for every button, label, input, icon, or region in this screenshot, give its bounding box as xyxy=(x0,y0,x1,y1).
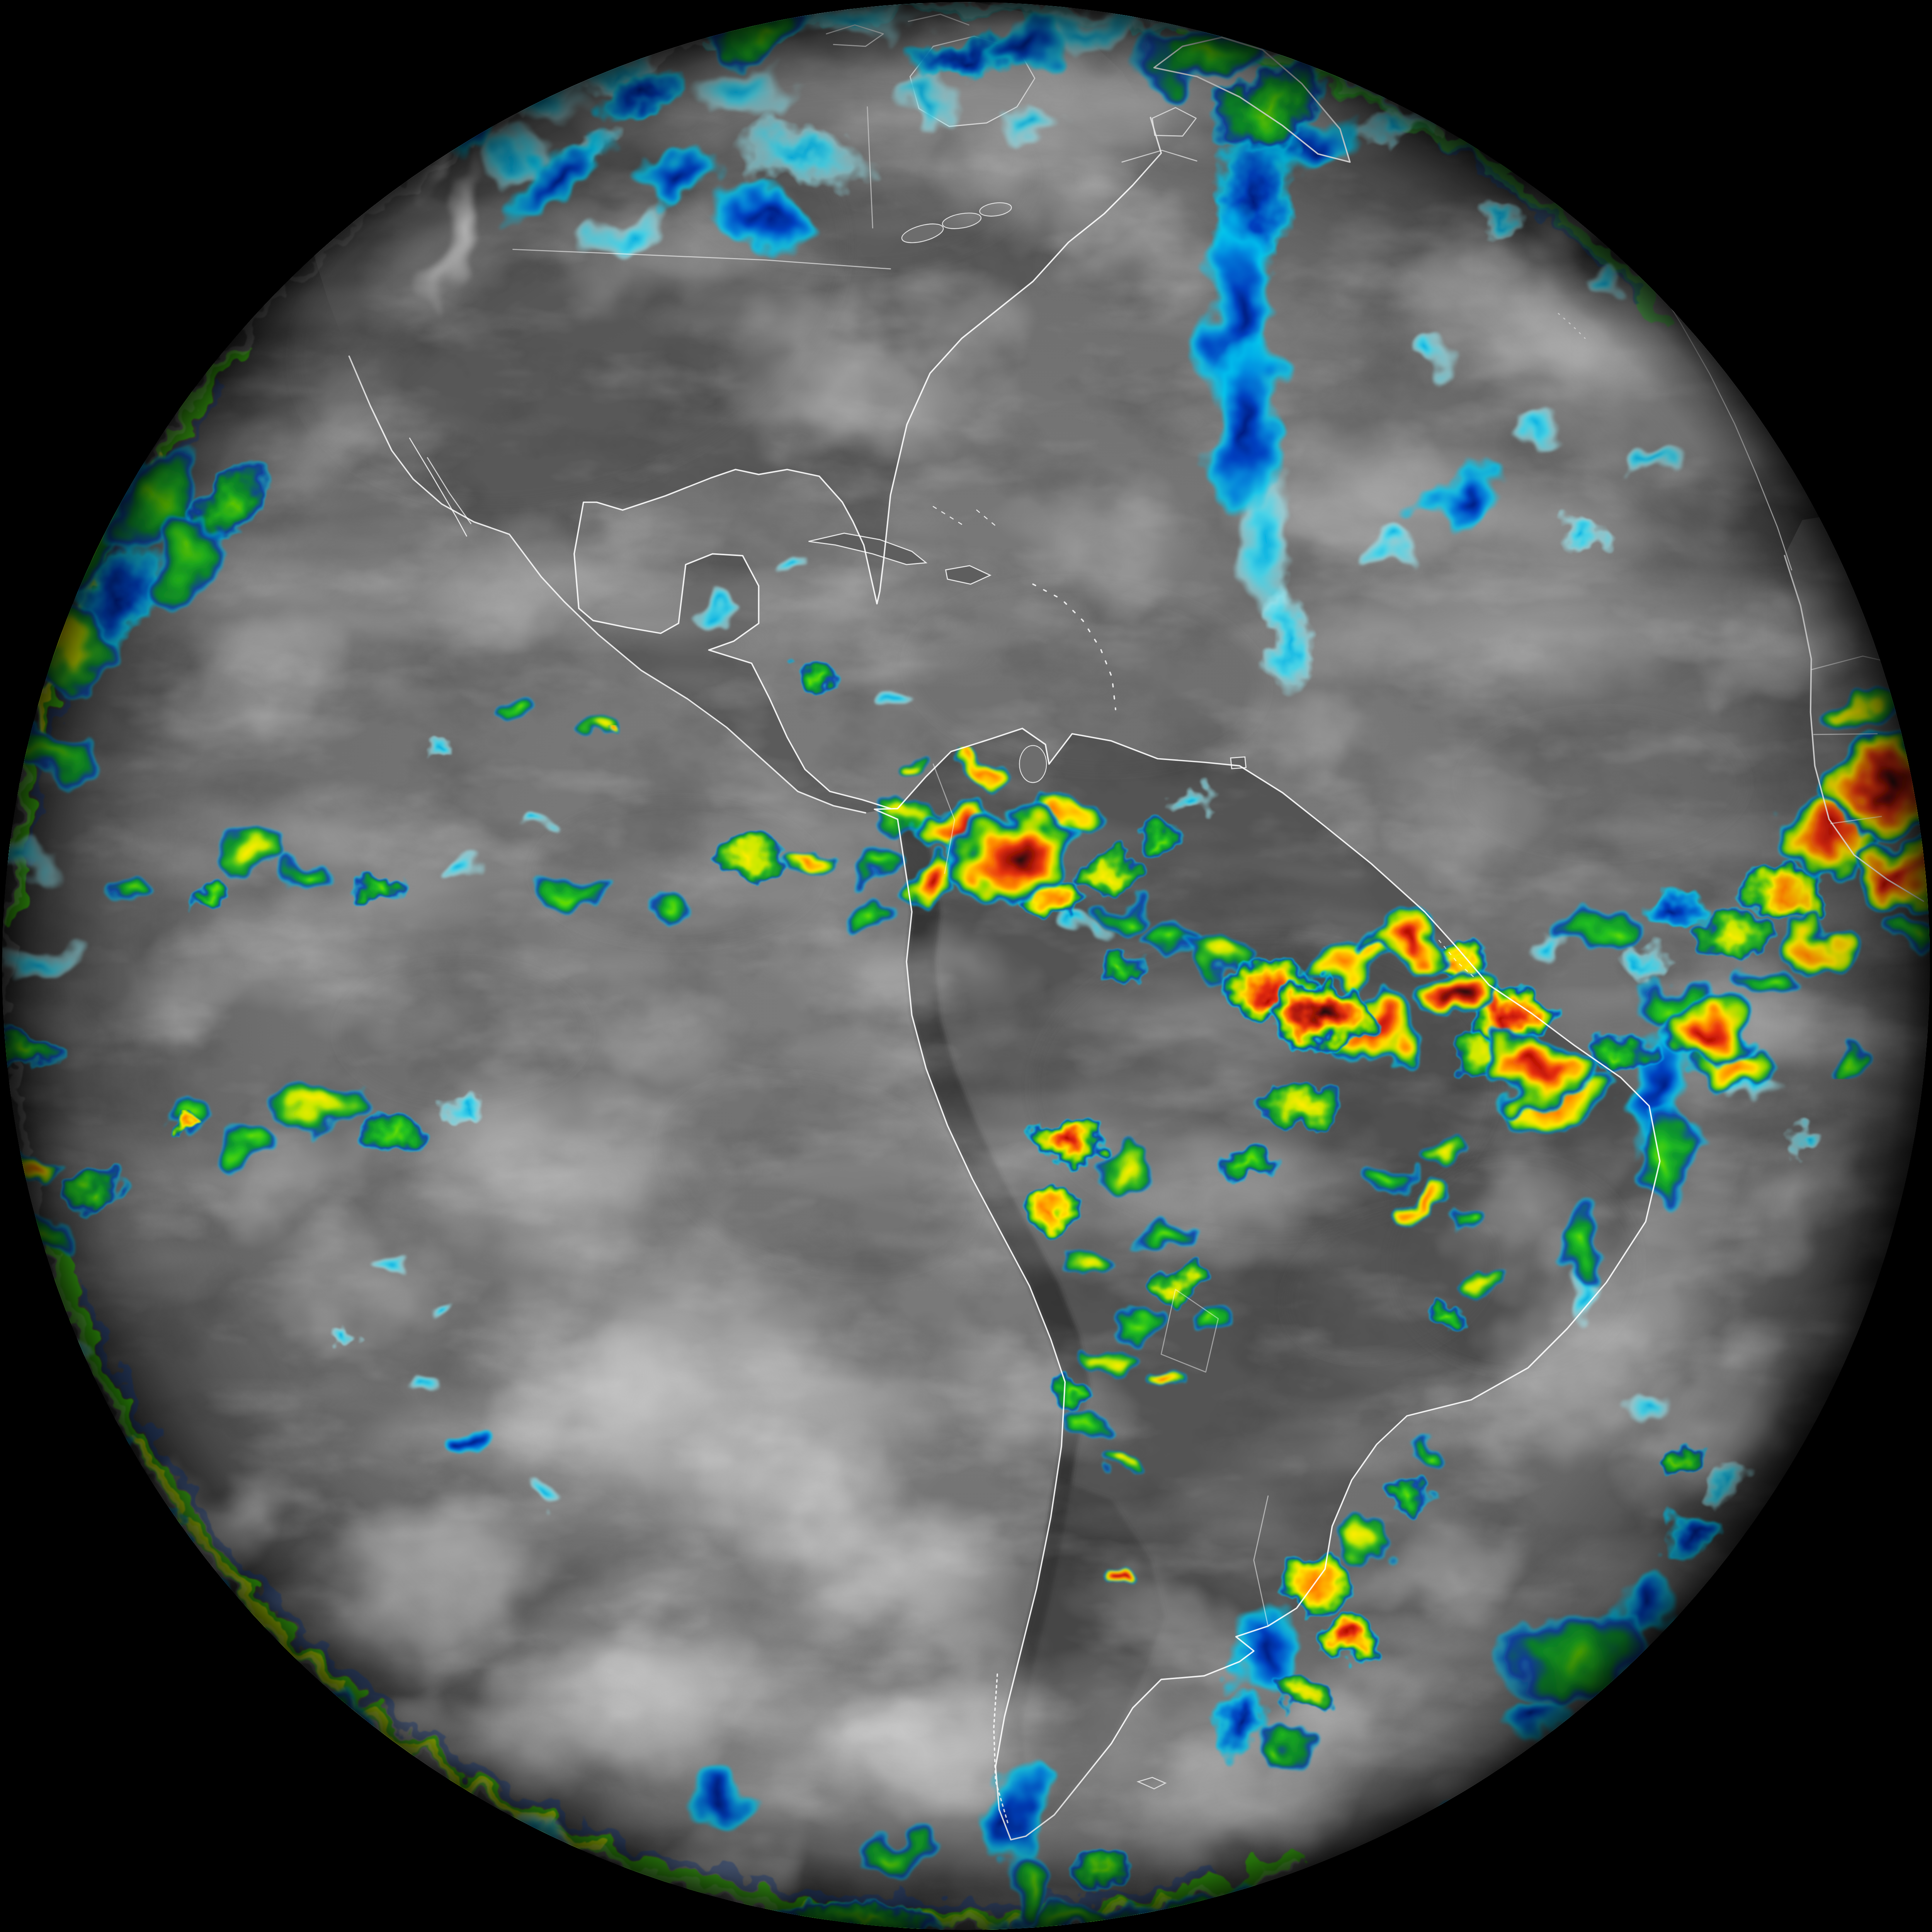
earth-fulldisk-satellite-image xyxy=(0,0,1932,1932)
limb-darkening xyxy=(2,2,1930,1930)
limb-vignette-layer xyxy=(2,2,1930,1930)
globe-group xyxy=(0,0,1932,1932)
satellite-image-stage xyxy=(0,0,1932,1932)
